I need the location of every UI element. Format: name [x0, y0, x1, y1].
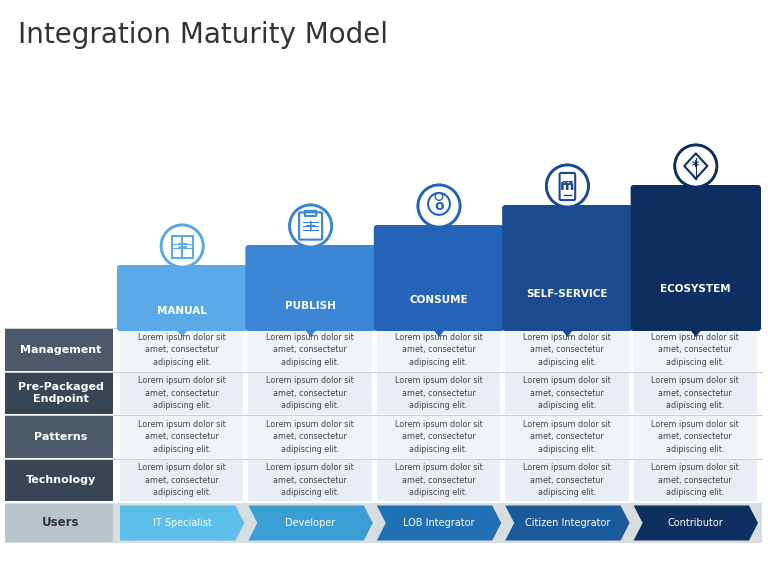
- Text: Lorem ipsum dolor sit
amet, consectetur
adipiscing elit.: Lorem ipsum dolor sit amet, consectetur …: [395, 376, 482, 410]
- FancyBboxPatch shape: [505, 373, 628, 414]
- Text: Citizen Integrator: Citizen Integrator: [525, 518, 610, 528]
- Text: Management: Management: [20, 345, 101, 355]
- Polygon shape: [432, 328, 446, 337]
- Text: Users: Users: [42, 517, 80, 529]
- Text: Lorem ipsum dolor sit
amet, consectetur
adipiscing elit.: Lorem ipsum dolor sit amet, consectetur …: [651, 420, 739, 454]
- Text: Lorem ipsum dolor sit
amet, consectetur
adipiscing elit.: Lorem ipsum dolor sit amet, consectetur …: [523, 333, 611, 367]
- Text: Developer: Developer: [286, 518, 336, 528]
- Text: +: +: [305, 219, 316, 233]
- FancyBboxPatch shape: [5, 460, 113, 501]
- Circle shape: [290, 205, 332, 247]
- FancyBboxPatch shape: [634, 416, 757, 457]
- Text: m: m: [560, 179, 574, 193]
- FancyBboxPatch shape: [377, 416, 500, 457]
- Polygon shape: [505, 506, 630, 540]
- Text: IT Specialist: IT Specialist: [153, 518, 212, 528]
- FancyBboxPatch shape: [5, 416, 113, 457]
- FancyBboxPatch shape: [120, 460, 243, 501]
- FancyBboxPatch shape: [377, 329, 500, 370]
- FancyBboxPatch shape: [248, 460, 372, 501]
- FancyBboxPatch shape: [377, 373, 500, 414]
- FancyBboxPatch shape: [502, 205, 633, 331]
- Circle shape: [546, 165, 588, 207]
- Text: Lorem ipsum dolor sit
amet, consectetur
adipiscing elit.: Lorem ipsum dolor sit amet, consectetur …: [266, 376, 354, 410]
- Text: *: *: [692, 159, 700, 173]
- FancyBboxPatch shape: [5, 504, 113, 542]
- FancyBboxPatch shape: [634, 460, 757, 501]
- FancyBboxPatch shape: [248, 373, 372, 414]
- FancyBboxPatch shape: [117, 265, 247, 331]
- Polygon shape: [303, 328, 318, 337]
- Text: Lorem ipsum dolor sit
amet, consectetur
adipiscing elit.: Lorem ipsum dolor sit amet, consectetur …: [137, 333, 226, 367]
- Text: Lorem ipsum dolor sit
amet, consectetur
adipiscing elit.: Lorem ipsum dolor sit amet, consectetur …: [137, 463, 226, 497]
- FancyBboxPatch shape: [5, 329, 113, 370]
- Text: Lorem ipsum dolor sit
amet, consectetur
adipiscing elit.: Lorem ipsum dolor sit amet, consectetur …: [523, 376, 611, 410]
- Text: Lorem ipsum dolor sit
amet, consectetur
adipiscing elit.: Lorem ipsum dolor sit amet, consectetur …: [395, 333, 482, 367]
- FancyBboxPatch shape: [248, 416, 372, 457]
- Circle shape: [546, 165, 588, 207]
- Text: Patterns: Patterns: [35, 432, 88, 442]
- Polygon shape: [689, 328, 703, 337]
- FancyBboxPatch shape: [248, 329, 372, 370]
- Text: Lorem ipsum dolor sit
amet, consectetur
adipiscing elit.: Lorem ipsum dolor sit amet, consectetur …: [651, 333, 739, 367]
- Text: PUBLISH: PUBLISH: [285, 301, 336, 310]
- Text: Lorem ipsum dolor sit
amet, consectetur
adipiscing elit.: Lorem ipsum dolor sit amet, consectetur …: [137, 420, 226, 454]
- Text: CONSUME: CONSUME: [409, 295, 468, 305]
- Text: Lorem ipsum dolor sit
amet, consectetur
adipiscing elit.: Lorem ipsum dolor sit amet, consectetur …: [651, 463, 739, 497]
- Circle shape: [418, 185, 460, 227]
- FancyBboxPatch shape: [505, 329, 628, 370]
- Polygon shape: [248, 506, 372, 540]
- Circle shape: [418, 185, 460, 227]
- Text: Lorem ipsum dolor sit
amet, consectetur
adipiscing elit.: Lorem ipsum dolor sit amet, consectetur …: [266, 463, 354, 497]
- FancyBboxPatch shape: [631, 185, 761, 331]
- Polygon shape: [120, 506, 244, 540]
- FancyBboxPatch shape: [374, 225, 505, 331]
- FancyBboxPatch shape: [246, 245, 376, 331]
- Text: Lorem ipsum dolor sit
amet, consectetur
adipiscing elit.: Lorem ipsum dolor sit amet, consectetur …: [395, 420, 482, 454]
- Circle shape: [290, 205, 332, 247]
- FancyBboxPatch shape: [505, 460, 628, 501]
- Text: o: o: [434, 199, 444, 213]
- Polygon shape: [561, 328, 574, 337]
- FancyBboxPatch shape: [634, 329, 757, 370]
- Text: Lorem ipsum dolor sit
amet, consectetur
adipiscing elit.: Lorem ipsum dolor sit amet, consectetur …: [266, 420, 354, 454]
- Text: SELF-SERVICE: SELF-SERVICE: [527, 289, 608, 300]
- FancyBboxPatch shape: [120, 373, 243, 414]
- FancyBboxPatch shape: [5, 503, 762, 543]
- FancyBboxPatch shape: [505, 416, 628, 457]
- FancyBboxPatch shape: [120, 416, 243, 457]
- Text: Lorem ipsum dolor sit
amet, consectetur
adipiscing elit.: Lorem ipsum dolor sit amet, consectetur …: [266, 333, 354, 367]
- Circle shape: [675, 145, 717, 187]
- Text: Integration Maturity Model: Integration Maturity Model: [18, 21, 388, 49]
- Text: ECOSYSTEM: ECOSYSTEM: [660, 284, 731, 294]
- Circle shape: [161, 225, 204, 267]
- Text: MANUAL: MANUAL: [157, 306, 207, 316]
- Circle shape: [161, 225, 204, 267]
- Circle shape: [675, 145, 717, 187]
- FancyBboxPatch shape: [634, 373, 757, 414]
- Text: Lorem ipsum dolor sit
amet, consectetur
adipiscing elit.: Lorem ipsum dolor sit amet, consectetur …: [651, 376, 739, 410]
- Text: Lorem ipsum dolor sit
amet, consectetur
adipiscing elit.: Lorem ipsum dolor sit amet, consectetur …: [523, 463, 611, 497]
- Polygon shape: [634, 506, 758, 540]
- FancyBboxPatch shape: [377, 460, 500, 501]
- Text: Lorem ipsum dolor sit
amet, consectetur
adipiscing elit.: Lorem ipsum dolor sit amet, consectetur …: [395, 463, 482, 497]
- Text: LOB Integrator: LOB Integrator: [403, 518, 475, 528]
- Text: Contributor: Contributor: [668, 518, 723, 528]
- Text: Lorem ipsum dolor sit
amet, consectetur
adipiscing elit.: Lorem ipsum dolor sit amet, consectetur …: [523, 420, 611, 454]
- Polygon shape: [377, 506, 502, 540]
- Text: Technology: Technology: [26, 475, 96, 485]
- FancyBboxPatch shape: [120, 329, 243, 370]
- Text: =: =: [177, 239, 188, 253]
- Polygon shape: [175, 328, 189, 337]
- Text: Lorem ipsum dolor sit
amet, consectetur
adipiscing elit.: Lorem ipsum dolor sit amet, consectetur …: [137, 376, 226, 410]
- Text: Pre-Packaged
Endpoint: Pre-Packaged Endpoint: [18, 382, 104, 404]
- FancyBboxPatch shape: [5, 373, 113, 414]
